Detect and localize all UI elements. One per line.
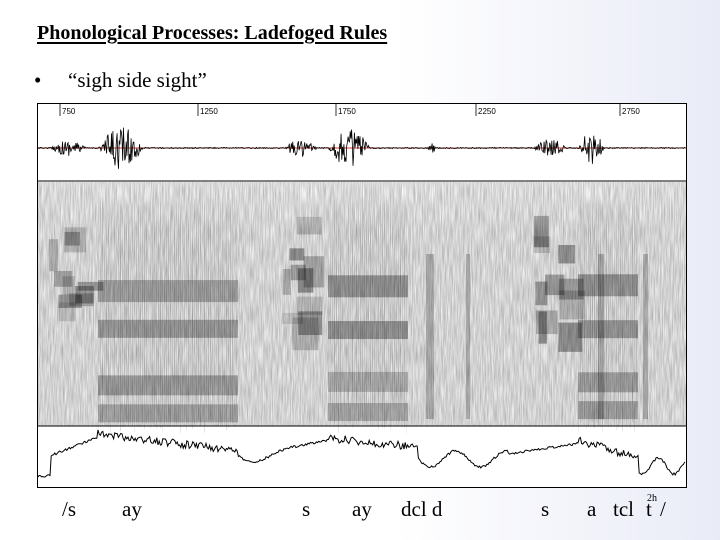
- segment-label: dcl d: [401, 497, 443, 521]
- time-tick-label: 2250: [478, 107, 496, 116]
- time-tick-label: 750: [62, 107, 76, 116]
- bullet-dot: •: [34, 68, 42, 92]
- time-tick-label: 1750: [338, 107, 356, 116]
- segment-label: /: [660, 497, 666, 521]
- acoustic-figure: 750 1250 1750 2250 2750: [37, 103, 687, 488]
- energy-panel: [38, 429, 686, 478]
- figure-canvas: 750 1250 1750 2250 2750: [38, 104, 686, 478]
- slide-title: Phonological Processes: Ladefoged Rules: [37, 22, 388, 44]
- time-tick-label: 2750: [622, 107, 640, 116]
- spectrogram-texture: [38, 182, 686, 426]
- segment-label: tcl: [613, 497, 634, 521]
- segment-label: ay: [352, 497, 372, 521]
- aspiration-superscript: 2h: [647, 493, 657, 504]
- time-axis: 750 1250 1750 2250 2750: [59, 104, 640, 116]
- spectrogram-panel: [38, 182, 686, 434]
- segment-label: a: [587, 497, 597, 521]
- time-tick-label: 1250: [200, 107, 218, 116]
- segment-label: s: [541, 497, 550, 521]
- segment-label: s: [302, 497, 311, 521]
- waveform-trace: [38, 127, 686, 169]
- segment-labels: /s ay s ay dcl d s a tcl t 2h /: [0, 493, 720, 527]
- segment-label: t: [646, 497, 652, 521]
- segment-label: ay: [122, 497, 142, 521]
- waveform-panel: 750 1250 1750 2250 2750: [38, 104, 686, 169]
- example-phrase: “sigh side sight”: [68, 68, 207, 92]
- energy-contour: [38, 429, 686, 478]
- segment-label: /s: [62, 497, 77, 521]
